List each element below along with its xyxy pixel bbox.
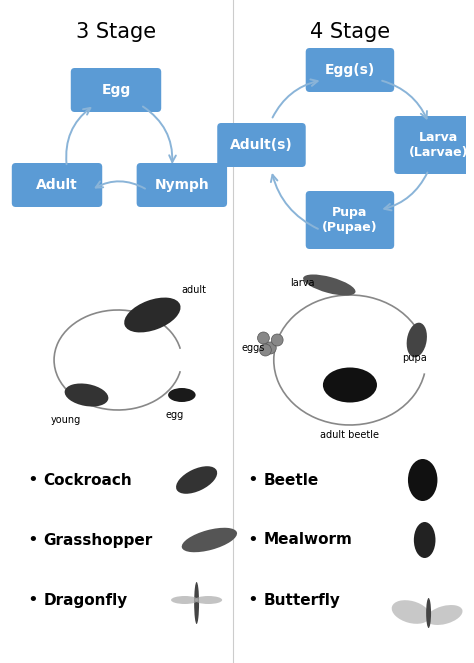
Ellipse shape (124, 298, 181, 332)
Text: •: • (248, 471, 258, 489)
Ellipse shape (194, 582, 199, 624)
Text: pupa: pupa (402, 353, 427, 363)
Text: eggs: eggs (242, 343, 265, 353)
FancyBboxPatch shape (217, 123, 306, 167)
Text: Mealworm: Mealworm (264, 532, 352, 548)
Ellipse shape (64, 383, 109, 406)
Ellipse shape (195, 596, 222, 604)
Ellipse shape (414, 522, 436, 558)
Text: adult beetle: adult beetle (320, 430, 380, 440)
Ellipse shape (303, 274, 356, 296)
Ellipse shape (426, 605, 463, 625)
Text: Dragonfly: Dragonfly (43, 593, 128, 607)
FancyBboxPatch shape (12, 163, 102, 207)
Text: 3 Stage: 3 Stage (76, 22, 156, 42)
Text: •: • (27, 591, 38, 609)
FancyBboxPatch shape (71, 68, 161, 112)
Circle shape (264, 342, 276, 354)
FancyBboxPatch shape (306, 48, 394, 92)
Circle shape (271, 334, 283, 346)
Text: •: • (248, 531, 258, 549)
Ellipse shape (407, 323, 427, 357)
Text: Cockroach: Cockroach (43, 473, 132, 487)
Ellipse shape (392, 600, 430, 624)
Text: Egg(s): Egg(s) (325, 63, 375, 77)
Text: •: • (248, 591, 258, 609)
Text: Grasshopper: Grasshopper (43, 532, 153, 548)
Ellipse shape (182, 528, 237, 552)
Text: Beetle: Beetle (264, 473, 319, 487)
FancyBboxPatch shape (394, 116, 474, 174)
Ellipse shape (168, 388, 196, 402)
Circle shape (257, 332, 269, 344)
Text: Pupa
(Pupae): Pupa (Pupae) (322, 206, 378, 234)
Text: 4 Stage: 4 Stage (310, 22, 390, 42)
Ellipse shape (426, 598, 431, 628)
Ellipse shape (176, 466, 217, 494)
Ellipse shape (171, 596, 199, 604)
Text: Adult(s): Adult(s) (230, 138, 293, 152)
Text: young: young (51, 415, 82, 425)
Text: larva: larva (291, 278, 315, 288)
Text: Nymph: Nymph (155, 178, 209, 192)
Circle shape (260, 344, 271, 356)
Text: Egg: Egg (101, 83, 131, 97)
Text: Adult: Adult (36, 178, 78, 192)
Text: Larva
(Larvae): Larva (Larvae) (409, 131, 468, 159)
Ellipse shape (323, 367, 377, 402)
FancyBboxPatch shape (306, 191, 394, 249)
Ellipse shape (408, 459, 438, 501)
Text: •: • (27, 471, 38, 489)
Text: egg: egg (165, 410, 183, 420)
Text: •: • (27, 531, 38, 549)
Text: Butterfly: Butterfly (264, 593, 340, 607)
Text: adult: adult (182, 285, 207, 295)
FancyBboxPatch shape (137, 163, 227, 207)
